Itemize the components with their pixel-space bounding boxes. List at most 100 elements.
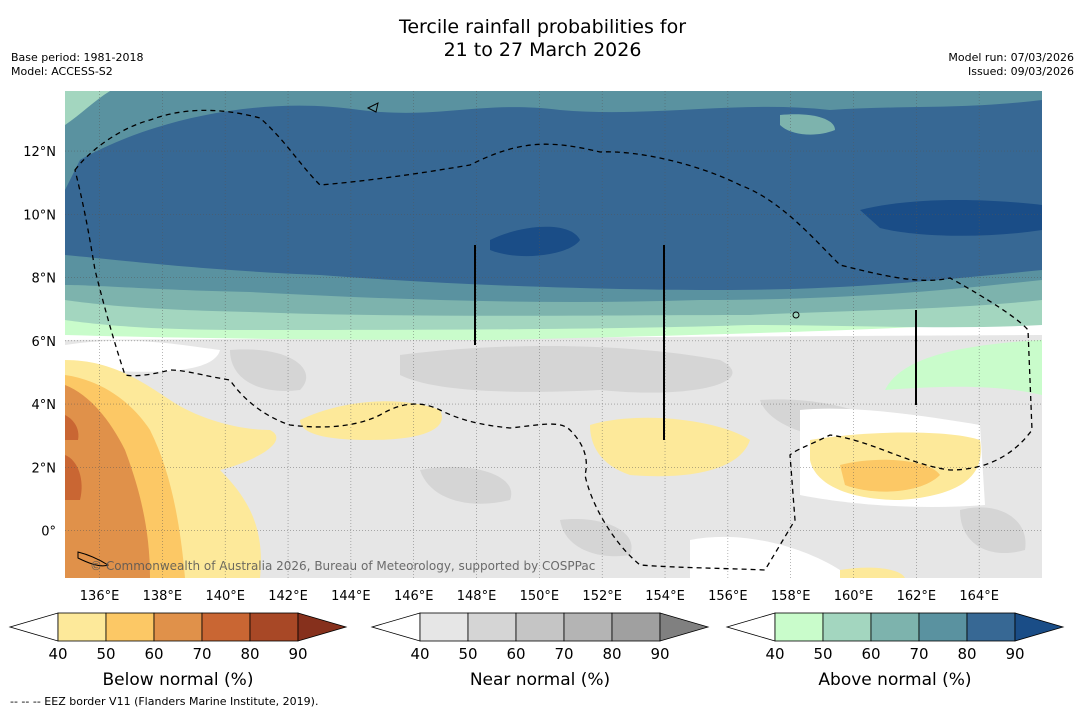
- issued-text: Issued: 09/03/2026: [967, 65, 1074, 78]
- lon-tick-label: 154°E: [645, 589, 685, 604]
- lon-tick-label: 138°E: [143, 589, 183, 604]
- colorbar-segment: [419, 612, 469, 642]
- eez-footnote: -- -- -- EEZ border V11 (Flanders Marine…: [10, 695, 319, 708]
- lat-tick-label: 8°N: [32, 272, 57, 287]
- lon-tick-label: 160°E: [834, 589, 874, 604]
- colorbar-segment: [918, 612, 968, 642]
- colorbars: 40 50 60 70 80 90 Below normal (%) 40 50 60 70 80 90…: [8, 612, 1065, 690]
- near-normal-60-region-1: [400, 345, 733, 393]
- island-outline-1: [77, 551, 110, 567]
- colorbar-label: Near normal (%): [470, 670, 610, 690]
- below-normal-50-region-2: [300, 401, 442, 440]
- colorbar-tick-label: 90: [288, 645, 307, 663]
- colorbar-2: 40 50 60 70 80 90 Near normal (%): [370, 612, 710, 690]
- island-outline-3: [366, 102, 379, 113]
- island-outline-2: [792, 311, 800, 319]
- below-normal-50-region-3: [590, 417, 750, 477]
- colorbar-tick-label: 80: [602, 645, 621, 663]
- near-normal-60-region-5: [960, 507, 1026, 554]
- copyright-text: © Commonwealth of Australia 2026, Bureau…: [90, 559, 595, 573]
- above-normal-max-region-2: [860, 200, 1042, 236]
- colorbar-tick-label: 70: [554, 645, 573, 663]
- base-period-text: Base period: 1981-2018: [11, 51, 144, 64]
- colorbar-tick-label: 90: [1005, 645, 1024, 663]
- colorbar-tick-label: 50: [813, 645, 832, 663]
- lon-tick-label: 144°E: [331, 589, 371, 604]
- colorbar-segment: [966, 612, 1016, 642]
- lat-tick-label: 12°N: [23, 145, 56, 160]
- colorbar-tick-label: 40: [765, 645, 784, 663]
- colorbar-extend-high: [1014, 612, 1065, 642]
- colorbar-tick-label: 70: [909, 645, 928, 663]
- colorbar-label: Below normal (%): [103, 670, 254, 690]
- colorbar-tick-label: 90: [650, 645, 669, 663]
- near-normal-60-region-4: [420, 466, 512, 504]
- lon-tick-label: 140°E: [205, 589, 245, 604]
- lat-tick-label: 10°N: [23, 208, 56, 223]
- colorbar-tick-label: 60: [506, 645, 525, 663]
- lon-tick-label: 148°E: [457, 589, 497, 604]
- near-normal-60-region-2: [230, 349, 307, 391]
- near-normal-60-region-6: [560, 519, 632, 557]
- model-run-text: Model run: 07/03/2026: [948, 51, 1074, 64]
- colorbar-tick-label: 40: [410, 645, 429, 663]
- chart-title-line2: 21 to 27 March 2026: [443, 39, 642, 61]
- colorbar-extend-high: [297, 612, 348, 642]
- lon-tick-label: 136°E: [80, 589, 120, 604]
- below-normal-50-region-5: [840, 567, 905, 578]
- colorbar-extend-low: [370, 612, 421, 642]
- colorbar-segment: [870, 612, 920, 642]
- lon-tick-label: 146°E: [394, 589, 434, 604]
- colorbar-extend-low: [8, 612, 59, 642]
- model-text: Model: ACCESS-S2: [11, 65, 113, 78]
- lat-tick-label: 6°N: [32, 335, 57, 350]
- lon-tick-label: 142°E: [268, 589, 308, 604]
- colorbar-segment: [249, 612, 299, 642]
- colorbar-tick-label: 80: [957, 645, 976, 663]
- above-normal-90-region: [65, 100, 1042, 290]
- colorbar-tick-label: 80: [240, 645, 259, 663]
- lon-tick-label: 162°E: [897, 589, 937, 604]
- above-normal-70-patch: [780, 114, 835, 135]
- lon-tick-label: 152°E: [582, 589, 622, 604]
- above-normal-max-region-1: [490, 226, 580, 257]
- colorbar-1: 40 50 60 70 80 90 Below normal (%): [8, 612, 348, 690]
- colorbar-label: Above normal (%): [818, 670, 971, 690]
- lon-tick-label: 164°E: [959, 589, 999, 604]
- colorbar-segment: [611, 612, 661, 642]
- colorbar-segment: [153, 612, 203, 642]
- lon-tick-label: 158°E: [771, 589, 811, 604]
- colorbar-tick-label: 40: [48, 645, 67, 663]
- lon-tick-label: 156°E: [708, 589, 748, 604]
- below-normal-70-region: [65, 385, 150, 578]
- axis-labels: 136°E 138°E 140°E 142°E 144°E 146°E 148°E 150°E…: [23, 145, 999, 604]
- lat-tick-label: 0°: [41, 525, 56, 540]
- colorbar-extend-high: [659, 612, 710, 642]
- above-normal-60-corner: [65, 91, 110, 125]
- colorbar-segment: [201, 612, 251, 642]
- below-normal-60-region-2: [840, 459, 940, 492]
- colorbar-3: 40 50 60 70 80 90 Above normal (%): [725, 612, 1065, 690]
- lat-tick-label: 2°N: [32, 461, 57, 476]
- eez-border: [74, 109, 1033, 571]
- colorbar-tick-label: 60: [144, 645, 163, 663]
- colorbar-segment: [515, 612, 565, 642]
- colorbar-tick-label: 70: [192, 645, 211, 663]
- colorbar-tick-label: 50: [96, 645, 115, 663]
- colorbar-tick-label: 60: [861, 645, 880, 663]
- lat-tick-label: 4°N: [32, 398, 57, 413]
- below-normal-80-region-2: [65, 455, 82, 500]
- white-gap-1: [65, 340, 220, 372]
- near-normal-region: [65, 335, 1042, 578]
- colorbar-segment: [563, 612, 613, 642]
- lon-tick-label: 150°E: [520, 589, 560, 604]
- colorbar-tick-label: 50: [458, 645, 477, 663]
- chart-title-line1: Tercile rainfall probabilities for: [398, 16, 687, 38]
- below-normal-80-region-1: [65, 415, 79, 440]
- white-gap-2: [690, 536, 840, 578]
- colorbar-segment: [57, 612, 107, 642]
- colorbar-segment: [467, 612, 517, 642]
- colorbar-segment: [105, 612, 155, 642]
- colorbar-extend-low: [725, 612, 776, 642]
